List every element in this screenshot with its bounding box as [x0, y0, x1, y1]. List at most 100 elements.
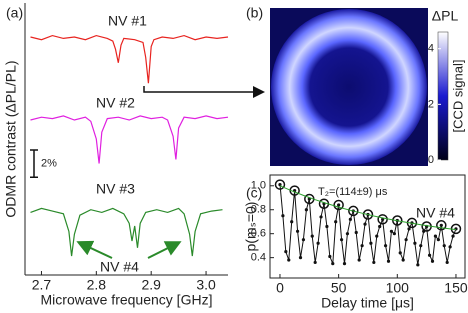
y-tick-label: 1.0: [251, 180, 266, 192]
data-point: [392, 232, 396, 236]
data-point: [278, 182, 282, 187]
data-point: [345, 232, 350, 236]
colorbar-tick-label: 2: [428, 98, 434, 110]
data-point: [284, 250, 288, 254]
data-point: [313, 260, 317, 265]
revival-point: [377, 214, 388, 225]
data-point: [404, 238, 408, 242]
data-point: [304, 208, 308, 212]
x-tick-label: 50: [331, 280, 347, 296]
annotation: NV #4: [416, 205, 455, 221]
colorbar: [437, 31, 449, 161]
data-point: [319, 215, 323, 219]
data-point: [430, 259, 435, 263]
data-point: [401, 258, 405, 262]
data-point: [316, 241, 320, 245]
scale-bar: [30, 149, 38, 178]
data-point: [389, 229, 394, 233]
data-point: [287, 258, 291, 262]
data-point: [439, 223, 443, 227]
data-point: [372, 260, 376, 265]
data-line: [30, 207, 223, 257]
panel-label: (b): [246, 5, 263, 21]
y-tick-label: 0.6: [251, 228, 266, 240]
data-point: [413, 241, 417, 245]
data-point: [357, 258, 361, 262]
data-point: [310, 234, 314, 238]
revival-point: [274, 179, 286, 190]
data-point: [295, 229, 300, 233]
data-point: [325, 224, 329, 229]
revival-point: [392, 215, 403, 226]
revival-point: [348, 205, 359, 217]
y-tick-label: 0.4: [251, 252, 266, 264]
data-point: [386, 259, 391, 263]
arrow: [143, 86, 265, 98]
x-tick-label: 0: [276, 280, 284, 296]
data-point: [378, 224, 382, 229]
y-axis-label: ODMR contrast (ΔPL/PL): [3, 60, 19, 217]
ccd-image-ring: [271, 9, 427, 165]
x-tick-label: 150: [444, 280, 468, 296]
data-point: [419, 244, 423, 248]
data-point: [337, 203, 341, 207]
x-tick-label: 2.7: [32, 277, 52, 293]
colorbar-tick-label: 4: [428, 43, 434, 55]
data-point: [436, 238, 440, 242]
data-point: [301, 238, 306, 242]
data-point: [383, 244, 388, 248]
data-point: [354, 230, 358, 235]
data-point: [398, 251, 402, 255]
revival-point: [436, 220, 447, 231]
data-point: [448, 245, 452, 249]
x-tick-label: 2.8: [87, 277, 107, 293]
data-point: [339, 238, 344, 242]
data-point: [433, 234, 438, 238]
revival-point: [362, 209, 374, 220]
data-point: [407, 227, 411, 231]
data-point: [416, 263, 420, 267]
data-point: [363, 222, 367, 226]
data-line: [30, 115, 229, 164]
y-tick-label: 0.8: [251, 204, 266, 216]
data-line: [30, 34, 229, 84]
data-point: [290, 220, 294, 224]
data-point: [348, 217, 352, 221]
annotation: T₂=(114±9) μs: [318, 186, 388, 198]
panel-label: (c): [246, 185, 262, 201]
data-point: [427, 253, 432, 257]
data-line: [279, 185, 457, 231]
revival-point: [333, 199, 344, 211]
series-label: NV #1: [108, 13, 147, 29]
data-point: [342, 262, 347, 266]
data-point: [454, 227, 458, 231]
scale-bar-label: 2%: [41, 158, 57, 170]
colorbar-label: [CCD signal]: [450, 60, 465, 133]
colorbar-tick-label: 0: [428, 154, 434, 166]
data-point: [360, 244, 364, 248]
data-point: [369, 241, 373, 245]
x-axis-label: Delay time [μs]: [321, 295, 414, 311]
plot-frame: [269, 174, 466, 279]
series-label: NV #3: [96, 181, 135, 197]
y-axis-label: p(mₛ=0): [243, 202, 259, 252]
annotation: NV #4: [100, 259, 139, 275]
panel-label: (a): [6, 5, 23, 21]
data-point: [331, 262, 335, 266]
data-point: [328, 254, 332, 259]
data-point: [298, 256, 303, 260]
arrow: [147, 241, 182, 259]
x-tick-label: 100: [386, 280, 410, 296]
x-tick-label: 3.0: [196, 277, 216, 293]
x-axis-label: Microwave frequency [GHz]: [41, 292, 213, 308]
x-tick-label: 2.9: [141, 277, 161, 293]
data-point: [375, 234, 379, 238]
data-point: [445, 260, 449, 265]
data-point: [451, 234, 455, 238]
data-point: [334, 220, 338, 224]
data-point: [281, 214, 285, 218]
colorbar-title: ΔPL: [432, 8, 459, 24]
arrow: [76, 240, 113, 259]
data-point: [442, 244, 446, 248]
